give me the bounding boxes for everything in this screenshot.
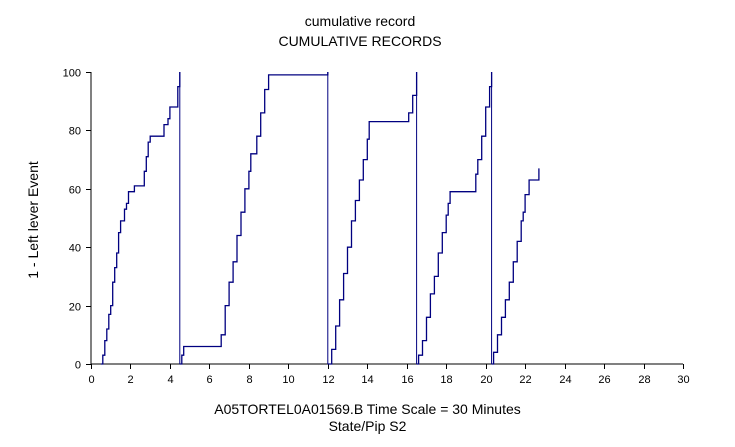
cumulative-record-series bbox=[491, 168, 540, 365]
cumulative-record-series bbox=[179, 72, 329, 365]
x-tick-label: 26 bbox=[598, 374, 610, 386]
x-tick-label: 6 bbox=[206, 374, 212, 386]
chart-title: cumulative record bbox=[304, 13, 416, 29]
x-tick-label: 14 bbox=[361, 374, 373, 386]
x-axis-sublabel: State/Pip S2 bbox=[328, 418, 407, 434]
x-tick-label: 4 bbox=[167, 374, 173, 386]
x-tick-label: 0 bbox=[88, 374, 94, 386]
cumulative-record-series bbox=[100, 72, 181, 365]
x-tick-label: 8 bbox=[246, 374, 252, 386]
x-tick-label: 2 bbox=[127, 374, 133, 386]
plot-area bbox=[100, 72, 540, 365]
chart-subtitle: CUMULATIVE RECORDS bbox=[278, 33, 442, 49]
x-tick-label: 30 bbox=[677, 374, 689, 386]
x-tick-label: 28 bbox=[638, 374, 650, 386]
y-tick-label: 100 bbox=[63, 68, 81, 80]
cumulative-record-series bbox=[327, 72, 418, 365]
x-tick-label: 20 bbox=[480, 374, 492, 386]
x-axis-label: A05TORTEL0A01569.B Time Scale = 30 Minut… bbox=[214, 401, 521, 417]
x-tick-label: 22 bbox=[519, 374, 531, 386]
x-tick-label: 12 bbox=[322, 374, 334, 386]
y-tick-label: 0 bbox=[75, 360, 81, 372]
x-tick-label: 24 bbox=[559, 374, 571, 386]
y-tick-label: 40 bbox=[69, 243, 81, 255]
y-tick-label: 80 bbox=[69, 126, 81, 138]
x-tick-label: 10 bbox=[282, 374, 294, 386]
y-tick-label: 20 bbox=[69, 302, 81, 314]
y-tick-label: 60 bbox=[69, 185, 81, 197]
cumulative-record-series bbox=[416, 72, 493, 365]
x-tick-label: 18 bbox=[440, 374, 452, 386]
x-tick-label: 16 bbox=[401, 374, 413, 386]
